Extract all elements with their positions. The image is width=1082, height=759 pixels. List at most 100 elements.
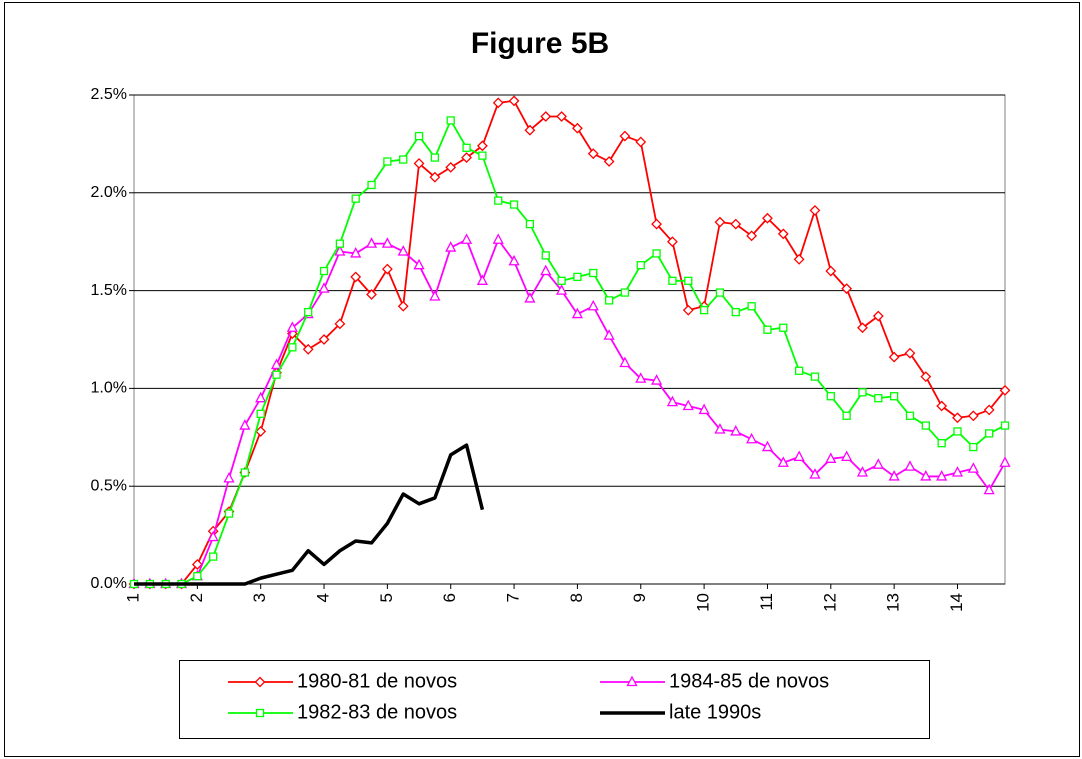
point: [651, 218, 663, 230]
point: [635, 372, 647, 383]
point: [541, 251, 550, 260]
point: [969, 442, 978, 452]
point: [478, 151, 487, 160]
point: [494, 196, 503, 205]
point: [682, 399, 694, 411]
point: [667, 236, 678, 248]
point: [445, 241, 457, 252]
y-tick-label: 2.5%: [91, 86, 127, 103]
point: [525, 219, 535, 229]
point: [460, 233, 473, 244]
point: [730, 425, 742, 436]
point: [255, 708, 265, 718]
point: [335, 239, 345, 248]
legend-box: [179, 660, 930, 739]
point: [620, 288, 630, 297]
point: [936, 400, 948, 412]
point: [524, 292, 536, 303]
point: [223, 471, 235, 483]
point: [540, 264, 552, 276]
point: [983, 404, 995, 416]
point: [413, 258, 425, 270]
point: [763, 325, 772, 334]
point: [587, 148, 599, 160]
point: [351, 194, 360, 203]
point: [810, 372, 820, 381]
point: [857, 322, 868, 334]
point: [254, 676, 266, 688]
point: [793, 253, 805, 265]
point: [462, 143, 471, 152]
point: [508, 95, 520, 107]
point: [636, 261, 645, 270]
legend-label: 1984-85 de novos: [669, 670, 829, 692]
point: [841, 283, 853, 295]
point: [556, 111, 568, 122]
point: [951, 466, 964, 477]
point: [666, 395, 679, 407]
point: [793, 450, 805, 462]
x-tick-label: 10: [694, 593, 713, 612]
point: [888, 351, 900, 363]
point: [304, 307, 313, 317]
point: [779, 323, 788, 332]
x-tick-label: 8: [567, 593, 586, 602]
point: [858, 388, 867, 397]
point: [604, 296, 614, 305]
point: [224, 509, 234, 518]
point: [999, 456, 1011, 467]
point: [904, 460, 916, 471]
point: [920, 371, 932, 383]
point: [626, 675, 638, 687]
point: [889, 392, 899, 401]
point: [730, 218, 742, 230]
point: [255, 391, 267, 403]
point: [381, 237, 393, 248]
point: [872, 458, 884, 469]
point: [872, 310, 884, 322]
point: [476, 274, 488, 285]
point: [731, 307, 740, 317]
point: [904, 347, 916, 359]
x-tick-label: 13: [884, 593, 903, 612]
point: [272, 370, 281, 379]
point: [571, 122, 583, 134]
plot-area: [133, 94, 1006, 585]
point: [239, 419, 251, 430]
point: [399, 155, 408, 164]
legend-label: 1982-83 de novos: [297, 701, 457, 723]
point: [684, 276, 693, 285]
point: [603, 329, 615, 340]
legend-label: late 1990s: [669, 701, 761, 723]
point: [652, 249, 661, 258]
point: [668, 276, 677, 285]
point: [492, 233, 504, 244]
point: [508, 254, 520, 266]
point: [367, 180, 376, 190]
point: [920, 470, 932, 481]
point: [952, 412, 963, 424]
point: [318, 282, 330, 293]
point: [556, 284, 568, 295]
y-tick-label: 0.0%: [91, 575, 127, 592]
point: [794, 366, 804, 375]
point: [383, 157, 392, 166]
y-tick-label: 0.5%: [91, 477, 127, 494]
point: [256, 409, 265, 418]
point: [715, 288, 725, 297]
point: [350, 271, 362, 283]
series-line: [134, 443, 485, 586]
point: [573, 272, 582, 282]
point: [209, 552, 218, 561]
x-tick-label: 12: [820, 593, 839, 612]
point: [841, 450, 853, 462]
point: [286, 321, 298, 332]
point: [334, 245, 346, 256]
point: [825, 265, 837, 277]
point: [809, 204, 821, 216]
point: [619, 130, 631, 142]
point: [856, 466, 869, 477]
point: [193, 572, 202, 581]
point: [524, 124, 536, 136]
point: [557, 276, 566, 285]
